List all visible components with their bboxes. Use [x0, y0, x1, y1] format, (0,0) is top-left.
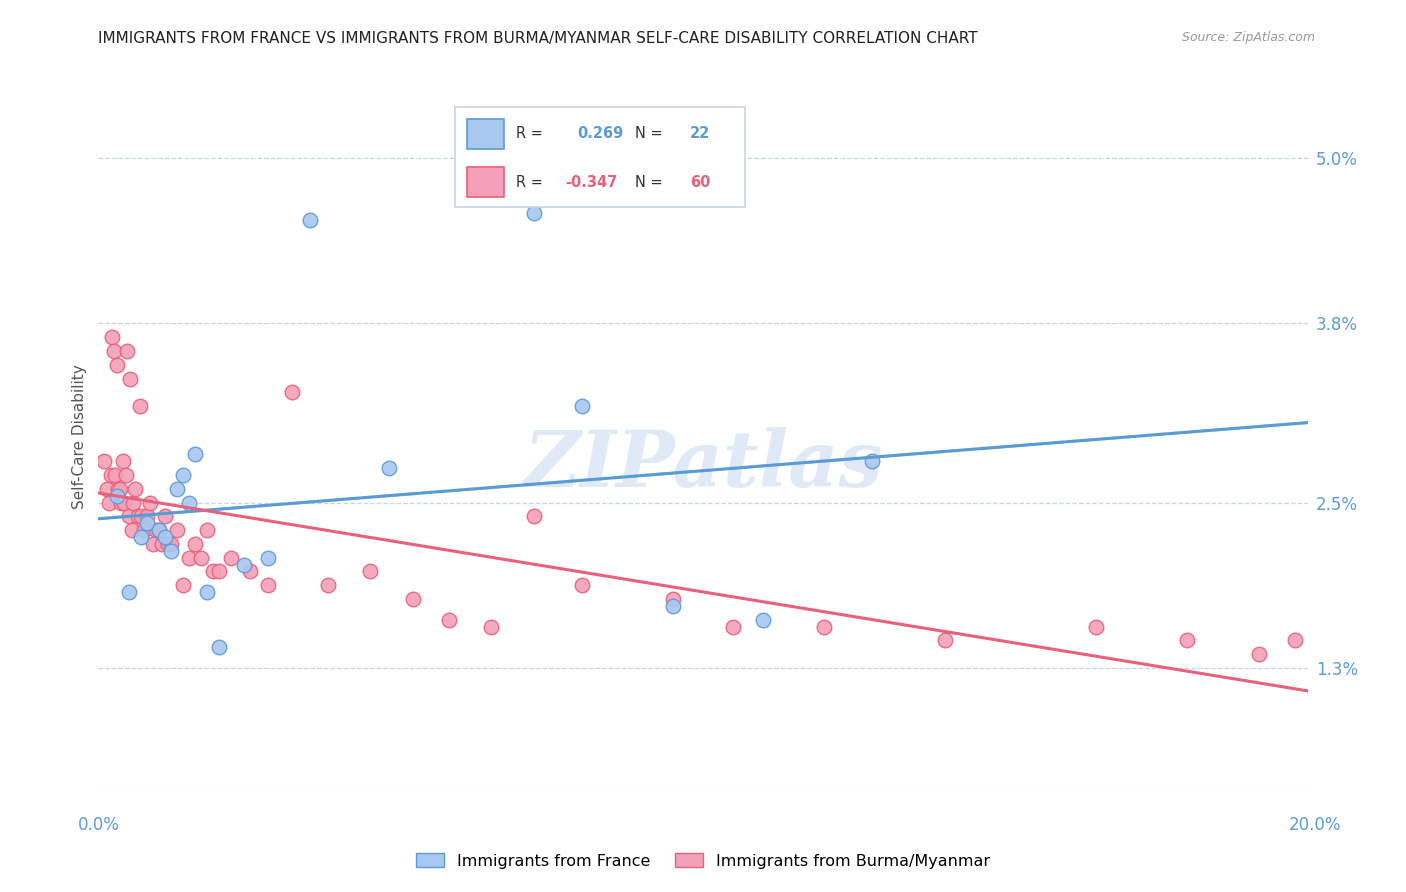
Point — [232, 558, 254, 572]
Point — [1249, 647, 1271, 661]
Point — [105, 489, 128, 503]
Point — [202, 565, 225, 579]
Point — [221, 550, 243, 565]
Point — [127, 509, 149, 524]
Point — [752, 613, 775, 627]
Point — [377, 461, 399, 475]
Point — [256, 550, 278, 565]
Point — [723, 619, 745, 633]
Point — [142, 537, 165, 551]
Point — [190, 550, 212, 565]
Point — [179, 495, 201, 509]
Point — [256, 578, 278, 592]
Point — [184, 447, 207, 461]
Point — [145, 523, 167, 537]
Point — [239, 565, 262, 579]
Point — [156, 537, 179, 551]
Point — [208, 640, 231, 655]
Point — [104, 467, 127, 482]
Point — [402, 591, 425, 606]
Point — [571, 578, 593, 592]
Point — [523, 509, 546, 524]
Point — [129, 509, 152, 524]
Point — [208, 565, 231, 579]
Point — [195, 585, 218, 599]
Point — [107, 482, 129, 496]
Point — [316, 578, 339, 592]
Point — [132, 523, 155, 537]
Point — [98, 495, 121, 509]
Point — [148, 523, 170, 537]
Point — [105, 358, 128, 372]
Point — [360, 565, 382, 579]
Point — [860, 454, 883, 468]
Point — [135, 516, 157, 531]
Point — [150, 537, 173, 551]
Point — [148, 523, 170, 537]
Point — [662, 599, 685, 613]
Point — [523, 206, 546, 220]
Point — [103, 343, 125, 358]
Point — [114, 467, 136, 482]
Text: 0.0%: 0.0% — [77, 816, 120, 834]
Point — [299, 213, 322, 227]
Point — [118, 509, 141, 524]
Text: 20.0%: 20.0% — [1288, 816, 1341, 834]
Point — [153, 530, 176, 544]
Point — [122, 495, 145, 509]
Text: ZIPatlas: ZIPatlas — [523, 426, 883, 503]
Point — [571, 399, 593, 413]
Point — [662, 591, 685, 606]
Point — [437, 613, 460, 627]
Point — [93, 454, 115, 468]
Point — [179, 550, 201, 565]
Text: Source: ZipAtlas.com: Source: ZipAtlas.com — [1181, 31, 1315, 45]
Point — [108, 482, 131, 496]
Point — [160, 543, 183, 558]
Point — [117, 343, 139, 358]
Point — [1085, 619, 1108, 633]
Point — [481, 619, 503, 633]
Point — [184, 537, 207, 551]
Point — [100, 467, 122, 482]
Point — [121, 523, 143, 537]
Point — [124, 482, 146, 496]
Point — [110, 495, 132, 509]
Point — [281, 385, 304, 400]
Point — [100, 330, 122, 344]
Point — [1284, 633, 1306, 648]
Point — [128, 399, 150, 413]
Point — [160, 537, 183, 551]
Point — [934, 633, 956, 648]
Y-axis label: Self-Care Disability: Self-Care Disability — [72, 365, 87, 509]
Point — [1175, 633, 1198, 648]
Point — [96, 482, 118, 496]
Point — [118, 585, 141, 599]
Point — [112, 495, 135, 509]
Point — [135, 509, 157, 524]
Point — [139, 495, 162, 509]
Text: IMMIGRANTS FROM FRANCE VS IMMIGRANTS FROM BURMA/MYANMAR SELF-CARE DISABILITY COR: IMMIGRANTS FROM FRANCE VS IMMIGRANTS FRO… — [98, 31, 979, 46]
Legend: Immigrants from France, Immigrants from Burma/Myanmar: Immigrants from France, Immigrants from … — [409, 847, 997, 875]
Point — [118, 371, 141, 385]
Point — [166, 482, 188, 496]
Point — [813, 619, 835, 633]
Point — [166, 523, 188, 537]
Point — [195, 523, 218, 537]
Point — [172, 578, 194, 592]
Point — [111, 454, 134, 468]
Point — [129, 530, 152, 544]
Point — [153, 509, 176, 524]
Point — [172, 467, 194, 482]
